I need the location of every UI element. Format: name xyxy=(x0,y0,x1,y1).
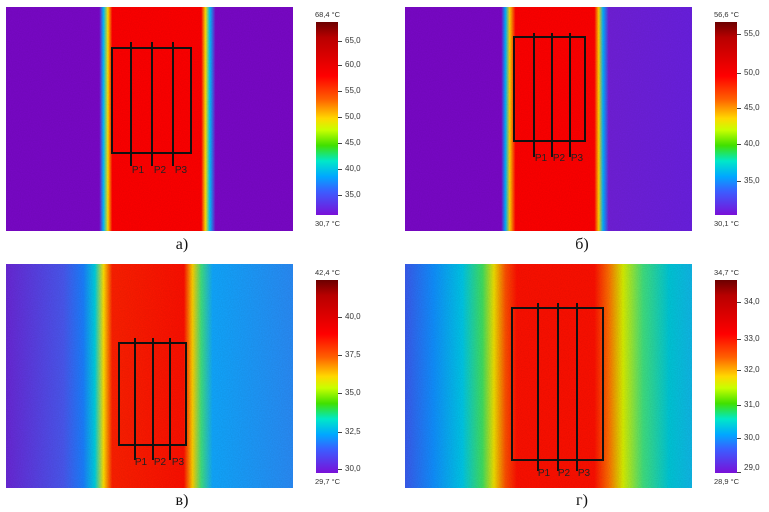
point-label-p2: P2 xyxy=(552,153,566,164)
scale-tick: 37,5 xyxy=(345,350,361,359)
color-scale-bar xyxy=(316,22,338,215)
point-label-p1: P1 xyxy=(537,468,551,479)
scale-tick: 45,0 xyxy=(744,103,760,112)
scale-max-label: 42,4 °C xyxy=(315,268,341,277)
scale-tick: 30,0 xyxy=(345,464,361,473)
scale-tick: 32,0 xyxy=(744,365,760,374)
point-label-p2: P2 xyxy=(153,457,167,468)
color-scale-bar xyxy=(715,22,737,215)
scale-max-label: 34,7 °C xyxy=(714,268,740,277)
point-label-p3: P3 xyxy=(577,468,591,479)
profile-line-p2 xyxy=(151,42,153,166)
profile-line-p2 xyxy=(152,338,154,460)
point-label-p3: P3 xyxy=(570,153,584,164)
point-label-p2: P2 xyxy=(557,468,571,479)
point-label-p2: P2 xyxy=(153,165,167,176)
point-label-p3: P3 xyxy=(171,457,185,468)
profile-line-p2 xyxy=(551,33,553,157)
profile-line-p3 xyxy=(576,303,578,471)
panel-caption: в) xyxy=(175,492,189,509)
scale-tick: 60,0 xyxy=(345,60,361,69)
scale-max-label: 56,6 °C xyxy=(714,10,740,19)
scale-tick: 35,0 xyxy=(345,190,361,199)
scale-tick: 65,0 xyxy=(345,36,361,45)
scale-tick: 40,0 xyxy=(345,164,361,173)
scale-tick: 35,0 xyxy=(744,176,760,185)
scale-tick: 50,0 xyxy=(744,68,760,77)
scale-tick: 40,0 xyxy=(345,312,361,321)
profile-line-p2 xyxy=(557,303,559,471)
scale-tick: 55,0 xyxy=(744,29,760,38)
scale-tick: 35,0 xyxy=(345,388,361,397)
color-scale-bar xyxy=(316,280,338,473)
scale-tick: 32,5 xyxy=(345,427,361,436)
profile-line-p3 xyxy=(569,33,571,157)
profile-line-p1 xyxy=(130,42,132,166)
point-label-p1: P1 xyxy=(131,165,145,176)
scale-tick: 30,0 xyxy=(744,433,760,442)
color-scale-bar xyxy=(715,280,737,473)
scale-min-label: 28,9 °C xyxy=(714,477,740,486)
thermal-image-c xyxy=(6,264,293,488)
scale-tick: 45,0 xyxy=(345,138,361,147)
profile-line-p3 xyxy=(169,338,171,460)
thermal-image-b xyxy=(405,7,692,231)
profile-line-p1 xyxy=(134,338,136,460)
scale-min-label: 30,7 °C xyxy=(315,219,341,228)
measurement-area xyxy=(513,36,586,142)
point-label-p1: P1 xyxy=(134,457,148,468)
scale-min-label: 30,1 °C xyxy=(714,219,740,228)
scale-tick: 55,0 xyxy=(345,86,361,95)
profile-line-p1 xyxy=(537,303,539,471)
profile-line-p3 xyxy=(172,42,174,166)
scale-tick: 29,0 xyxy=(744,463,760,472)
thermal-image-d xyxy=(405,264,692,488)
scale-tick: 34,0 xyxy=(744,297,760,306)
scale-tick: 40,0 xyxy=(744,139,760,148)
point-label-p1: P1 xyxy=(534,153,548,164)
thermal-image-a xyxy=(6,7,293,231)
scale-tick: 50,0 xyxy=(345,112,361,121)
scale-tick: 33,0 xyxy=(744,334,760,343)
scale-tick: 31,0 xyxy=(744,400,760,409)
scale-max-label: 68,4 °C xyxy=(315,10,341,19)
profile-line-p1 xyxy=(533,33,535,157)
panel-caption: а) xyxy=(175,236,189,253)
scale-min-label: 29,7 °C xyxy=(315,477,341,486)
panel-caption: б) xyxy=(575,236,589,253)
point-label-p3: P3 xyxy=(174,165,188,176)
panel-caption: г) xyxy=(576,492,588,509)
